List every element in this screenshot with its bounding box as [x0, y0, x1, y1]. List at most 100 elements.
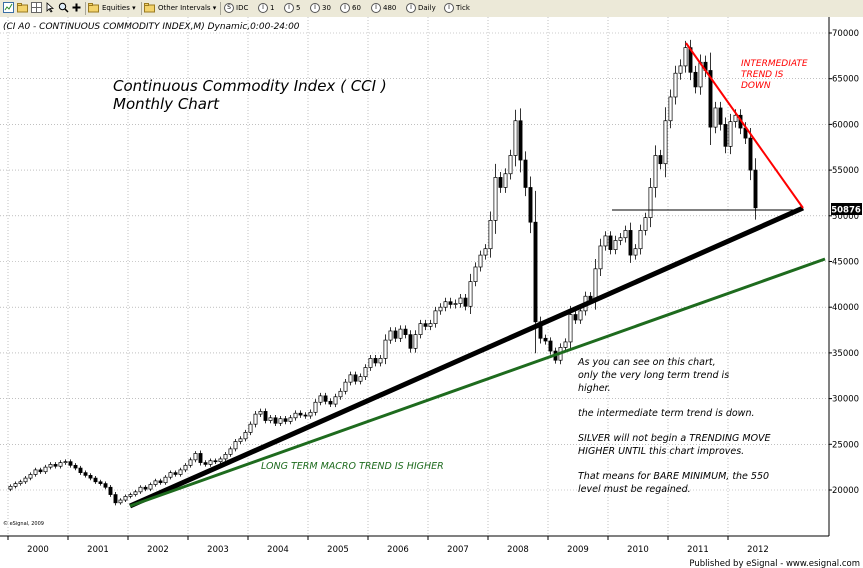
y-tick-label: 25000	[832, 440, 859, 450]
chart-icon[interactable]	[3, 2, 14, 13]
candle-body	[53, 464, 58, 467]
candle-body	[398, 328, 403, 339]
interval-symbol-icon: S	[224, 3, 234, 13]
y-tick-label: 45000	[832, 258, 859, 268]
candle-body	[28, 474, 33, 479]
candle-body	[628, 230, 633, 256]
candle-body	[623, 230, 628, 239]
candle-body	[458, 297, 463, 304]
candle-body	[498, 177, 503, 188]
time-axis: 2000 2001 2002 2003 2004 2005 2006 2007 2008 2009…	[7, 536, 769, 555]
candle-body	[253, 413, 258, 425]
candle-body	[38, 469, 43, 473]
candle-body	[613, 240, 618, 250]
candle-body	[128, 494, 133, 497]
long-term-label: LONG TERM MACRO TREND IS HIGHER	[261, 461, 444, 472]
candle-body	[658, 155, 663, 165]
y-tick-label: 55000	[832, 166, 859, 176]
interval-480-button[interactable]: I 480	[371, 1, 396, 15]
interval-60-button[interactable]: I 60	[340, 1, 361, 15]
plus-icon[interactable]	[71, 2, 82, 13]
candle-body	[693, 71, 698, 88]
candle-body	[103, 483, 108, 488]
interval-30-button[interactable]: I 30	[310, 1, 331, 15]
interval-tick-button[interactable]: I Tick	[444, 1, 470, 15]
candle-body	[633, 248, 638, 256]
interval-daily-button[interactable]: I Daily	[406, 1, 436, 15]
intermediate-label-3: DOWN	[741, 81, 771, 91]
candle-body	[83, 472, 88, 476]
candle-body	[533, 221, 538, 323]
candle-body	[283, 418, 288, 422]
footer-bar	[0, 556, 863, 568]
other-intervals-dropdown[interactable]: Other Intervals ▾	[158, 1, 216, 15]
note-line-8: level must be regained.	[578, 484, 691, 495]
candle-body	[443, 301, 448, 308]
candle-body	[663, 120, 668, 165]
magnifier-icon[interactable]	[58, 2, 69, 13]
candle-body	[413, 334, 418, 349]
y-tick-label: 20000	[832, 486, 859, 496]
candle-body	[178, 469, 183, 475]
candle-body	[653, 155, 658, 188]
candle-body	[23, 477, 28, 483]
candle-body	[543, 337, 548, 342]
candle-body	[423, 323, 428, 327]
candle-body	[748, 137, 753, 171]
long-term-trend-line[interactable]	[129, 257, 826, 508]
candle-body	[13, 483, 18, 487]
grid-icon[interactable]	[31, 2, 42, 13]
candle-body	[733, 114, 738, 123]
toolbar-separator	[141, 2, 142, 15]
candle-body	[383, 339, 388, 359]
candle-body	[418, 323, 423, 335]
candle-body	[638, 230, 643, 250]
x-tick-label: 2012	[747, 545, 769, 555]
candle-body	[573, 314, 578, 321]
candle-body	[198, 453, 203, 463]
candle-body	[683, 47, 688, 67]
cursor-icon[interactable]	[45, 2, 56, 13]
folder-icon[interactable]	[17, 2, 28, 13]
candle-body	[578, 310, 583, 321]
other-intervals-label: Other Intervals	[158, 4, 211, 12]
note-line-2: only the very long term trend is	[578, 370, 729, 381]
x-tick-label: 2002	[147, 545, 169, 555]
equities-folder-icon	[88, 3, 99, 13]
intermediate-label-2: TREND IS	[741, 70, 784, 80]
candle-body	[123, 496, 128, 501]
candle-body	[303, 414, 308, 417]
intermediate-trend-line[interactable]	[685, 42, 804, 209]
y-tick-label: 35000	[832, 349, 859, 359]
candle-body	[438, 306, 443, 312]
chevron-down-icon: ▾	[132, 4, 136, 12]
candle-body	[433, 310, 438, 325]
support-trend-line[interactable]	[128, 205, 805, 509]
candle-body	[428, 323, 433, 327]
intermediate-label-1: INTERMEDIATE	[741, 59, 808, 69]
candle-body	[503, 173, 508, 188]
equities-dropdown[interactable]: Equities ▾	[102, 1, 136, 15]
candle-body	[248, 423, 253, 433]
candlestick-series	[8, 39, 758, 506]
candle-body	[118, 499, 123, 504]
x-tick-label: 2006	[387, 545, 409, 555]
x-tick-label: 2001	[87, 545, 109, 555]
candle-body	[313, 401, 318, 413]
candle-body	[173, 472, 178, 475]
candle-body	[33, 469, 38, 475]
candle-body	[328, 400, 333, 405]
candle-body	[408, 334, 413, 349]
price-chart[interactable]: 20000 25000 30000 35000 40000 45000 50000 55000…	[0, 17, 863, 568]
x-tick-label: 2003	[207, 545, 229, 555]
interval-idc-button[interactable]: S IDC	[224, 1, 248, 15]
candle-body	[528, 187, 533, 223]
candle-body	[343, 381, 348, 392]
intervals-folder-icon	[144, 3, 155, 13]
candle-body	[673, 72, 678, 98]
candle-body	[258, 411, 263, 415]
candle-body	[308, 411, 313, 417]
candle-body	[88, 475, 93, 479]
